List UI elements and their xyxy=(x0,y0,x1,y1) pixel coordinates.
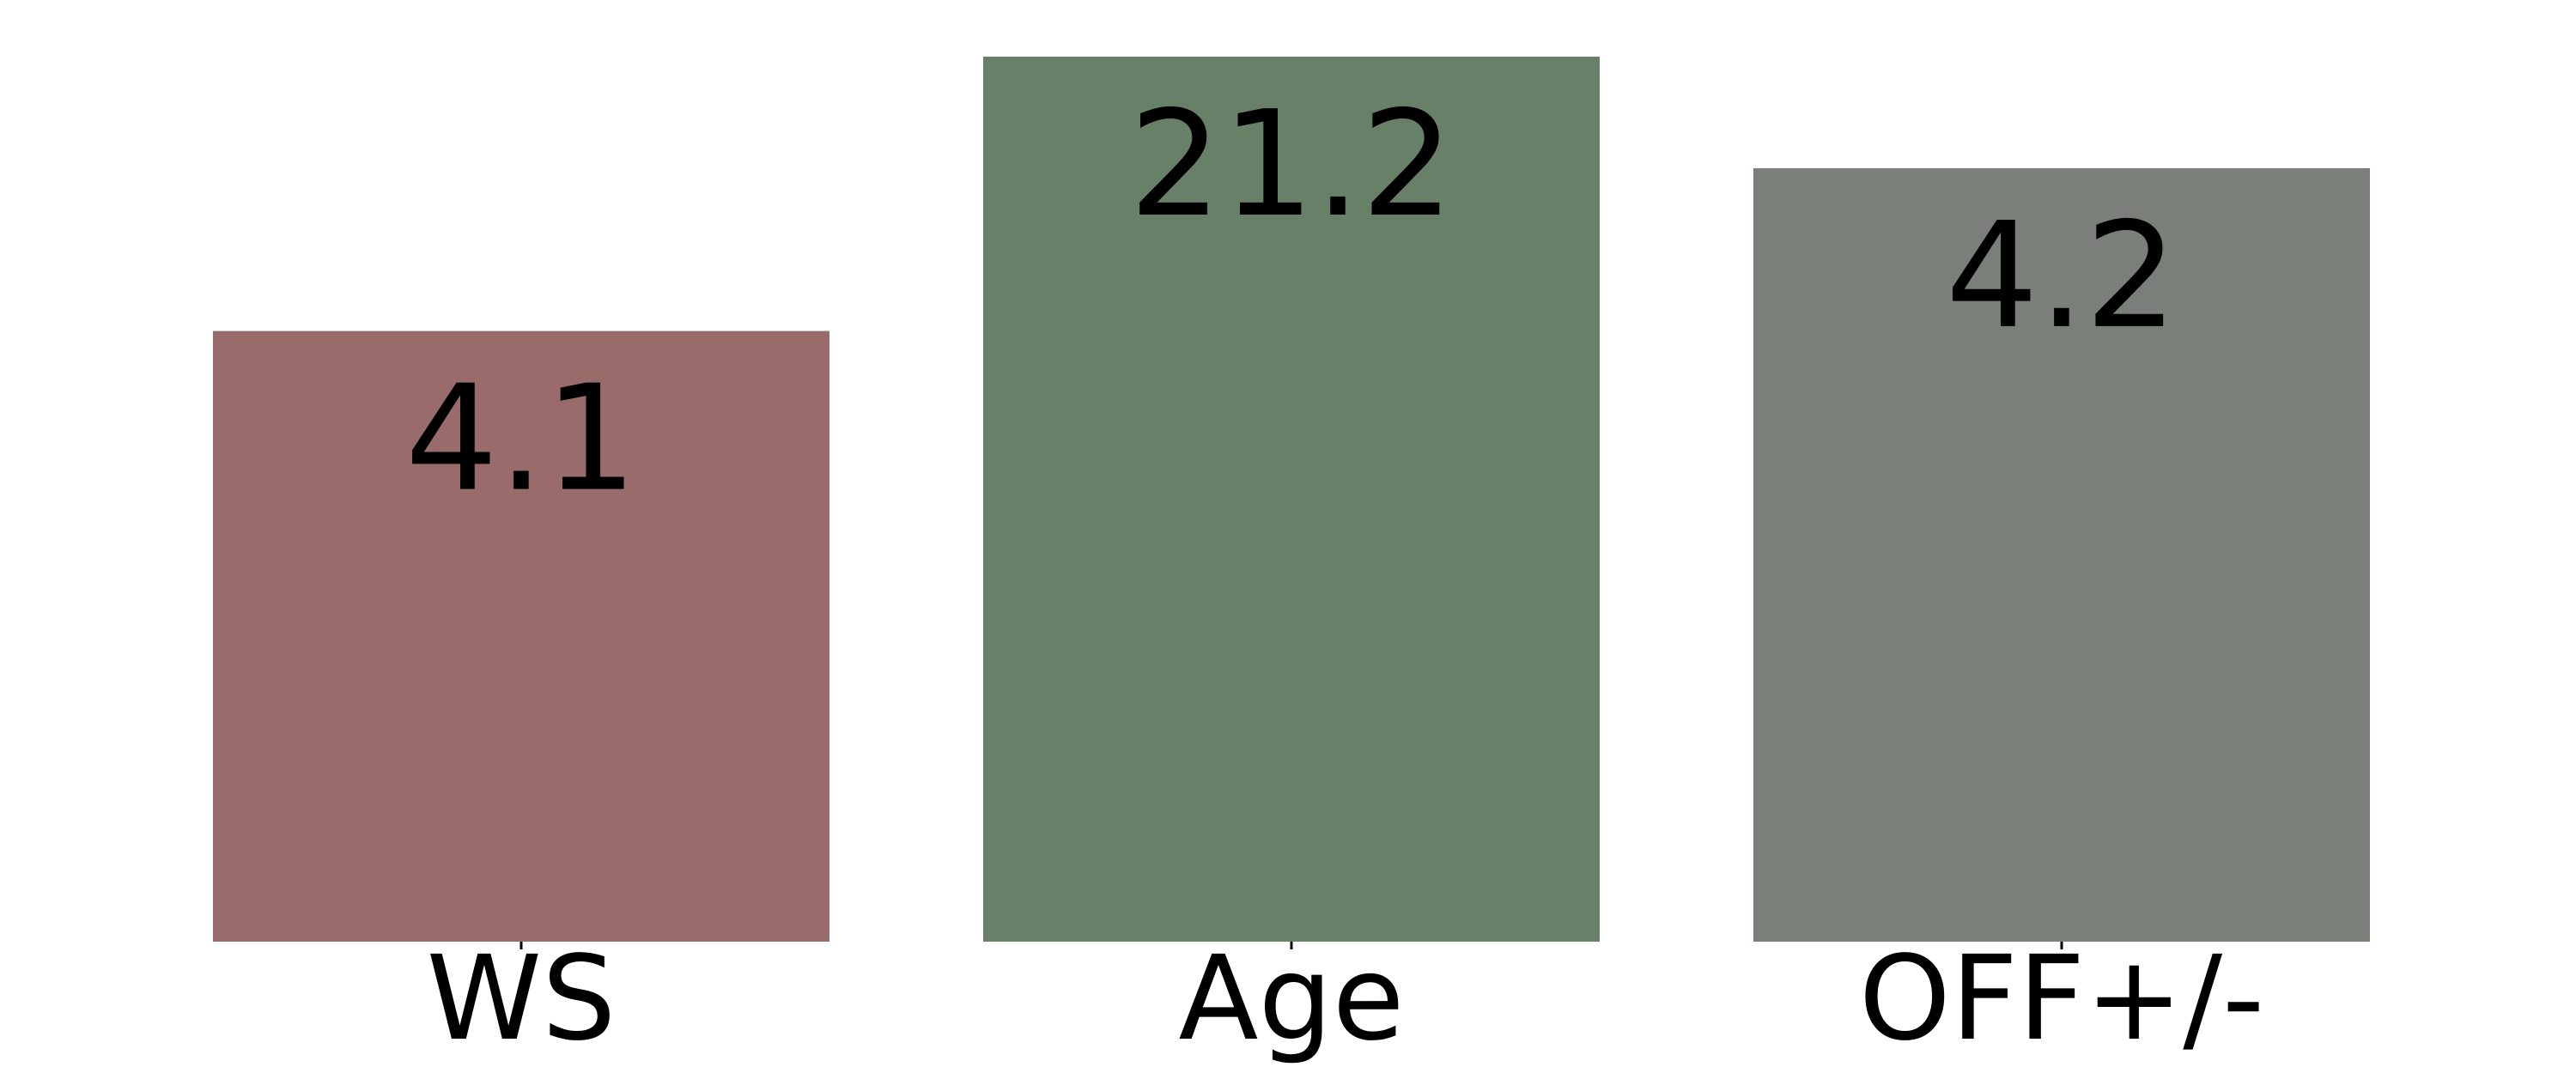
bar-ws xyxy=(213,330,829,942)
bar-off xyxy=(1753,167,2370,942)
x-axis-ticks-layer: WS Age OFF+/- xyxy=(427,931,2265,1067)
x-tick-label: OFF+/- xyxy=(1859,931,2264,1067)
bar-age xyxy=(983,57,1600,942)
x-tick-label: WS xyxy=(427,931,617,1067)
data-label: 4.2 xyxy=(1946,191,2178,361)
data-label: 21.2 xyxy=(1129,80,1455,250)
bars-layer xyxy=(213,57,2370,942)
x-tick-label: Age xyxy=(1178,931,1404,1067)
data-label: 4.1 xyxy=(405,355,637,524)
value-labels-layer: 4.1 21.2 4.2 xyxy=(405,80,2178,524)
